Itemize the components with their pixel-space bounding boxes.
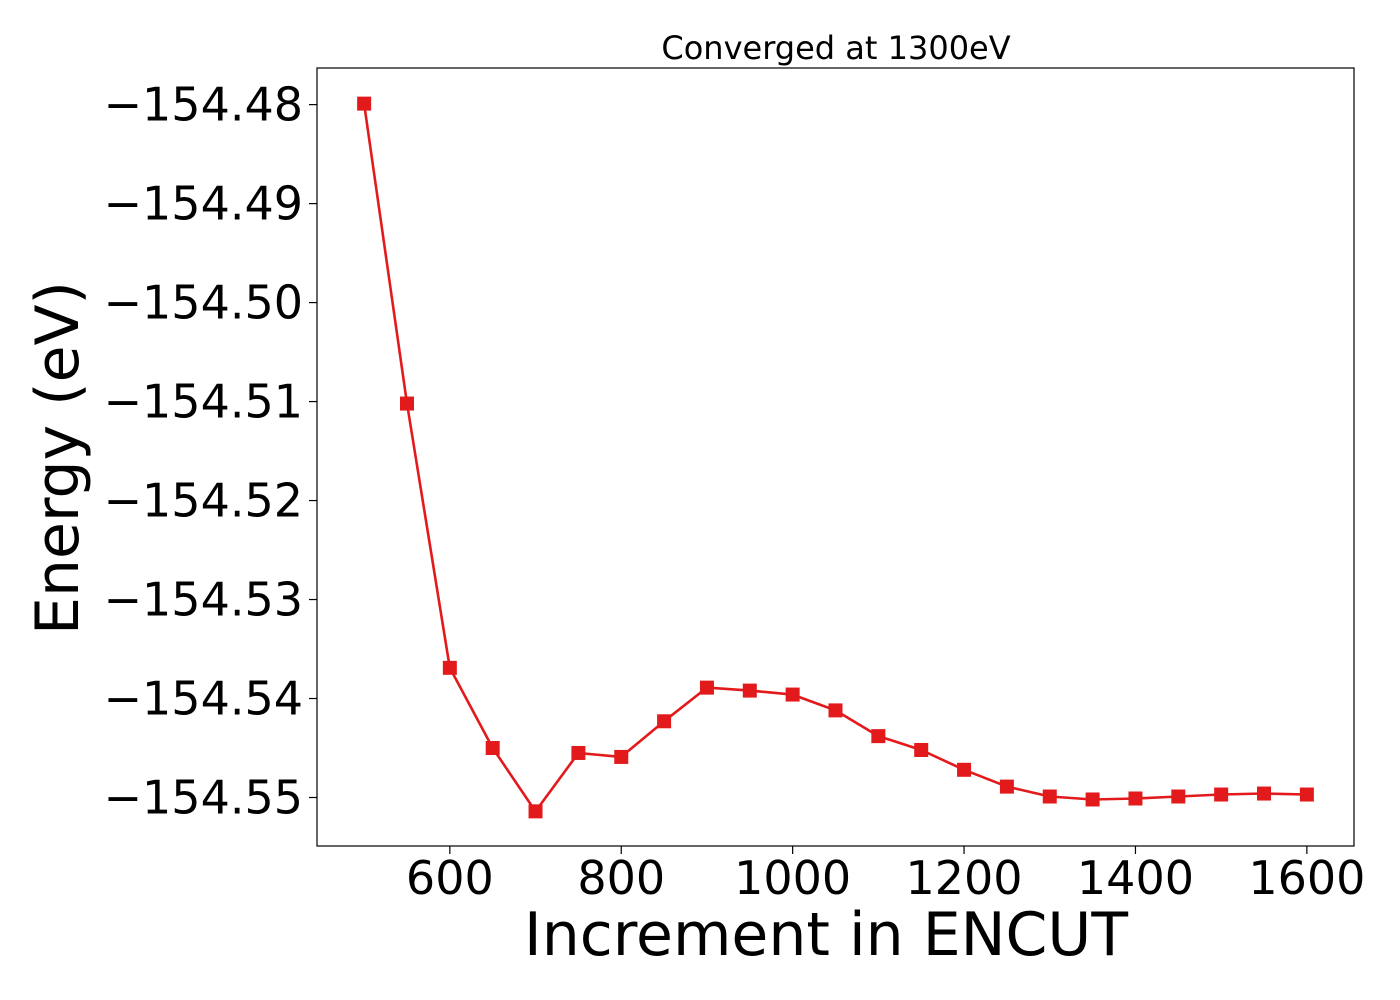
y-tick-label: −154.54 (104, 672, 304, 726)
data-point (614, 749, 629, 764)
data-point (1085, 792, 1100, 807)
data-point (871, 729, 886, 744)
data-point (1128, 791, 1143, 806)
y-tick-label: −154.53 (104, 573, 304, 627)
data-point (999, 779, 1014, 794)
data-point (1257, 786, 1272, 801)
data-point (828, 703, 843, 718)
data-point (1299, 787, 1314, 802)
x-axis-label: Increment in ENCUT (524, 900, 1128, 970)
data-point (571, 745, 586, 760)
y-tick-label: −154.49 (104, 177, 304, 231)
data-point (1042, 789, 1057, 804)
y-tick-label: −154.48 (104, 78, 304, 132)
data-point (528, 804, 543, 819)
x-tick-label: 1000 (734, 851, 851, 905)
data-point (957, 762, 972, 777)
x-tick-label: 600 (406, 851, 494, 905)
x-tick-label: 1600 (1248, 851, 1365, 905)
x-tick-label: 800 (577, 851, 665, 905)
data-point (785, 687, 800, 702)
x-tick-label: 1400 (1077, 851, 1194, 905)
data-point (699, 680, 714, 695)
axis-ticks: 600 800 1000 1200 1400 1600 −154.48 −154.49 −154… (104, 78, 1366, 905)
y-axis-label: Energy (eV) (23, 281, 93, 635)
data-series (357, 96, 1314, 819)
y-tick-label: −154.55 (104, 770, 304, 824)
data-point (485, 741, 500, 756)
y-tick-label: −154.51 (104, 375, 304, 429)
y-tick-label: −154.50 (104, 276, 304, 330)
data-point (357, 96, 372, 111)
data-point (914, 742, 929, 757)
data-point (442, 660, 457, 675)
data-point (1214, 787, 1229, 802)
x-tick-label: 1200 (906, 851, 1023, 905)
chart-title: Converged at 1300eV (661, 29, 1010, 67)
plot-frame (316, 67, 1355, 847)
y-tick-label: −154.52 (104, 474, 304, 528)
data-point (742, 683, 757, 698)
data-point (399, 396, 414, 411)
data-point (1171, 789, 1186, 804)
data-point (657, 714, 672, 729)
